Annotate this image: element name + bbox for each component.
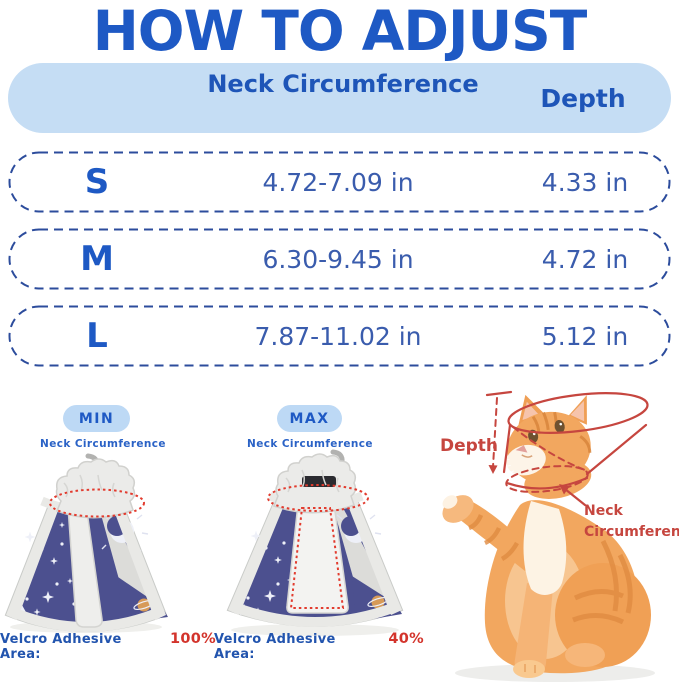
depth-value: 5.12 in bbox=[541, 321, 629, 351]
min-badge: MIN bbox=[63, 405, 130, 432]
max-badge: MAX bbox=[277, 405, 342, 432]
min-neck-label: Neck Circumference bbox=[40, 438, 166, 450]
velcro-area-value: 40% bbox=[388, 631, 424, 647]
velcro-area-label: Velcro Adhesive Area: bbox=[214, 632, 336, 662]
table-row-m: M 6.30-9.45 in 4.72 in bbox=[8, 228, 671, 290]
neck-value: 4.72-7.09 in bbox=[262, 167, 414, 197]
cat-measurement-illustration bbox=[442, 390, 655, 682]
page-title: HOW TO ADJUST bbox=[92, 0, 588, 63]
depth-value: 4.33 in bbox=[541, 167, 629, 197]
header-neck-circumference: Neck Circumference bbox=[207, 70, 479, 98]
max-neck-label: Neck Circumference bbox=[247, 438, 373, 450]
max-cone-illustration bbox=[226, 449, 404, 636]
dashed-row-border bbox=[8, 228, 671, 290]
depth-diagram-label: Depth bbox=[440, 436, 499, 456]
max-velcro-caption: Velcro Adhesive Area: 40% bbox=[214, 631, 424, 662]
depth-value: 4.72 in bbox=[541, 244, 629, 274]
table-header: Neck Circumference Depth bbox=[8, 63, 671, 133]
neck-diagram-label: Neck Circumference bbox=[584, 503, 679, 540]
min-cone-illustration bbox=[4, 453, 168, 633]
min-velcro-caption: Velcro Adhesive Area: 100% bbox=[0, 631, 216, 662]
size-label: L bbox=[86, 316, 108, 356]
neck-value: 7.87-11.02 in bbox=[254, 321, 422, 351]
table-row-s: S 4.72-7.09 in 4.33 in bbox=[8, 151, 671, 213]
dashed-row-border bbox=[8, 151, 671, 213]
neck-value: 6.30-9.45 in bbox=[262, 244, 414, 274]
size-label: M bbox=[80, 239, 114, 279]
header-depth: Depth bbox=[540, 83, 626, 113]
velcro-area-value: 100% bbox=[170, 631, 216, 647]
table-row-l: L 7.87-11.02 in 5.12 in bbox=[8, 305, 671, 367]
size-label: S bbox=[84, 162, 110, 202]
velcro-area-label: Velcro Adhesive Area: bbox=[0, 632, 122, 662]
dashed-row-border bbox=[8, 305, 671, 367]
